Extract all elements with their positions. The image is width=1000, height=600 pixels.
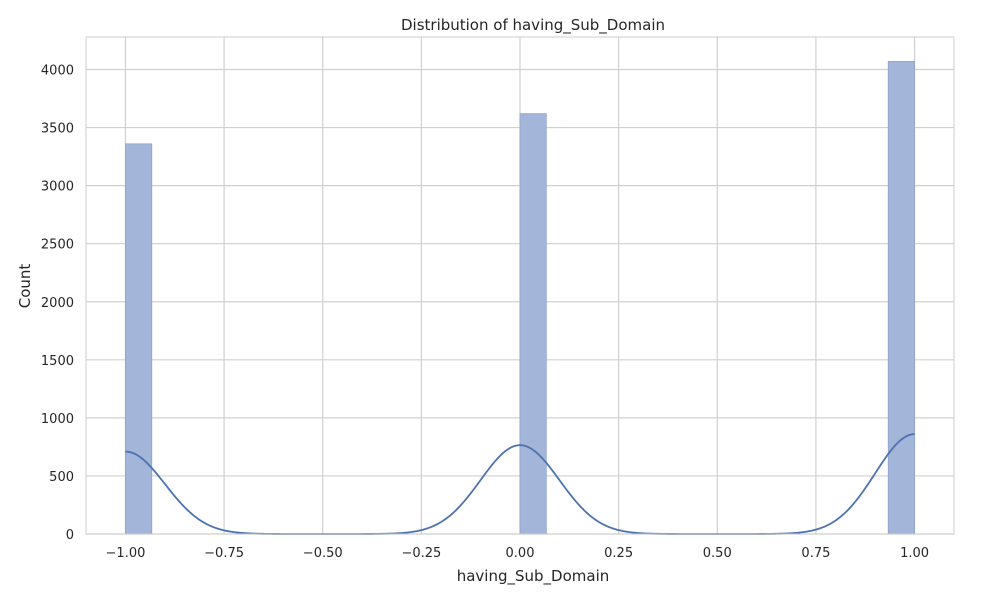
y-tick-label: 0 <box>66 528 74 543</box>
y-tick-label: 3000 <box>41 180 74 195</box>
x-tick-label: −1.00 <box>106 546 146 561</box>
histogram-bar <box>125 143 153 535</box>
chart-title: Distribution of having_Sub_Domain <box>401 16 665 35</box>
y-tick-label: 2000 <box>41 296 74 311</box>
x-axis-ticks: −1.00 −0.75 −0.50 −0.25 0.00 0.25 0.50 0.75 1.00 <box>106 546 929 561</box>
plot-frame <box>85 36 955 535</box>
x-tick-label: 0.25 <box>604 546 633 561</box>
y-tick-label: 500 <box>49 470 74 485</box>
histogram-bars <box>125 60 915 535</box>
x-axis-title: having_Sub_Domain <box>457 567 610 586</box>
histogram-bar <box>519 113 547 535</box>
x-tick-label: 1.00 <box>900 546 929 561</box>
y-axis-ticks: 0 500 1000 1500 2000 2500 3000 3500 4000 <box>41 64 74 543</box>
x-tick-label: 0.75 <box>801 546 830 561</box>
x-tick-label: 0.00 <box>506 546 535 561</box>
y-tick-label: 4000 <box>41 64 74 79</box>
x-tick-label: 0.50 <box>703 546 732 561</box>
y-tick-label: 3500 <box>41 122 74 137</box>
y-axis-title: Count <box>16 264 34 309</box>
y-tick-label: 1000 <box>41 412 74 427</box>
x-tick-label: −0.25 <box>401 546 441 561</box>
histogram-bar <box>887 60 915 535</box>
y-tick-label: 1500 <box>41 354 74 369</box>
x-tick-label: −0.75 <box>204 546 244 561</box>
x-tick-label: −0.50 <box>303 546 343 561</box>
y-tick-label: 2500 <box>41 238 74 253</box>
